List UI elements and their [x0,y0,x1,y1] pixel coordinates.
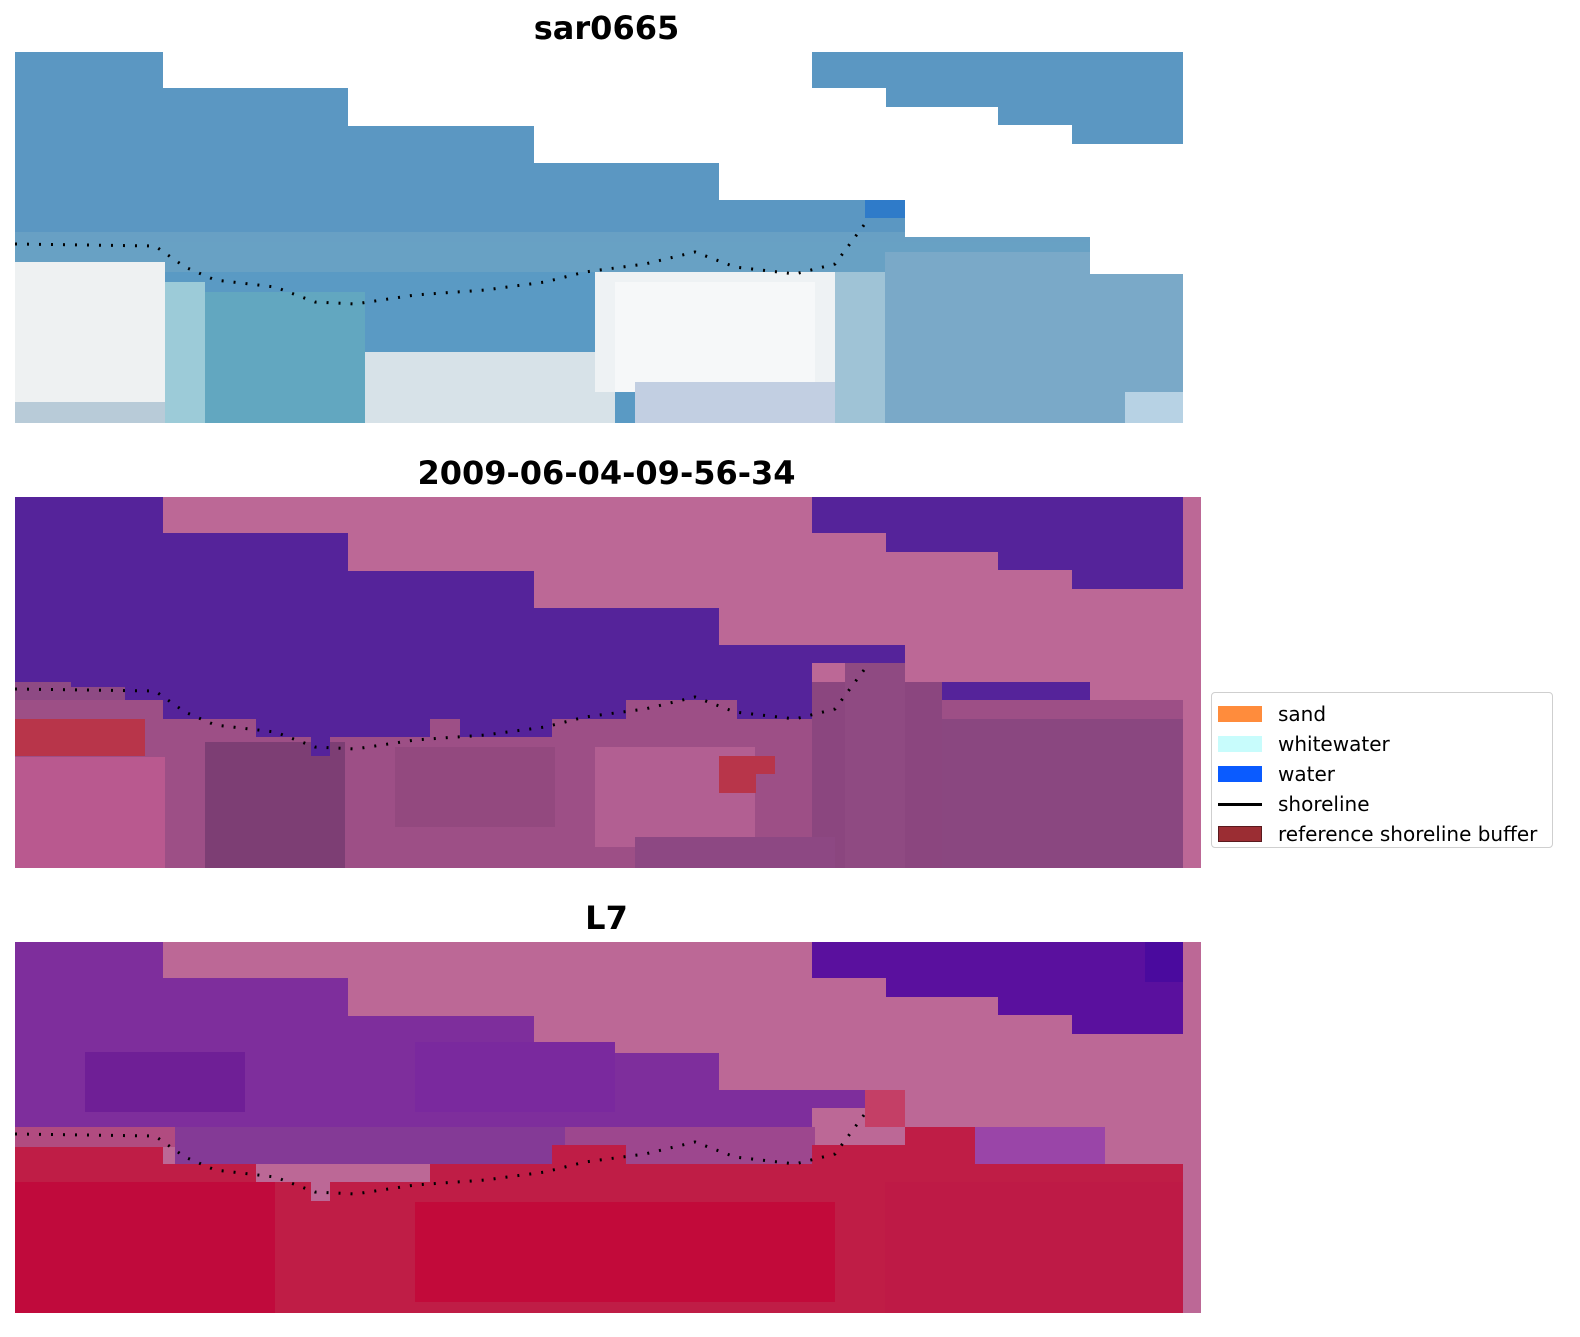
panel-title-l7: L7 [585,899,628,937]
classification-panel [15,497,1201,868]
classification-image [15,497,1201,868]
ndwi-image [15,942,1201,1313]
legend-item-water: water [1218,759,1552,789]
ndwi-panel [15,942,1201,1313]
legend-label: water [1278,762,1335,786]
legend: sand whitewater water shoreline referenc… [1211,692,1553,848]
panel-title-sar0665: sar0665 [533,9,680,47]
rgb-image-panel [15,52,1183,423]
water-swatch [1218,766,1262,782]
legend-item-whitewater: whitewater [1218,729,1552,759]
sand-swatch [1218,706,1262,722]
whitewater-swatch [1218,736,1262,752]
legend-item-shoreline: shoreline [1218,789,1552,819]
legend-item-reference-buffer: reference shoreline buffer [1218,819,1552,849]
legend-label: whitewater [1278,732,1390,756]
legend-label: shoreline [1278,792,1370,816]
buffer-swatch [1218,826,1262,842]
legend-label: sand [1278,702,1327,726]
legend-label: reference shoreline buffer [1278,822,1538,846]
shoreline-line-icon [1218,802,1262,806]
rgb-image [15,52,1183,423]
legend-item-sand: sand [1218,699,1552,729]
panel-title-date: 2009-06-04-09-56-34 [417,454,796,492]
